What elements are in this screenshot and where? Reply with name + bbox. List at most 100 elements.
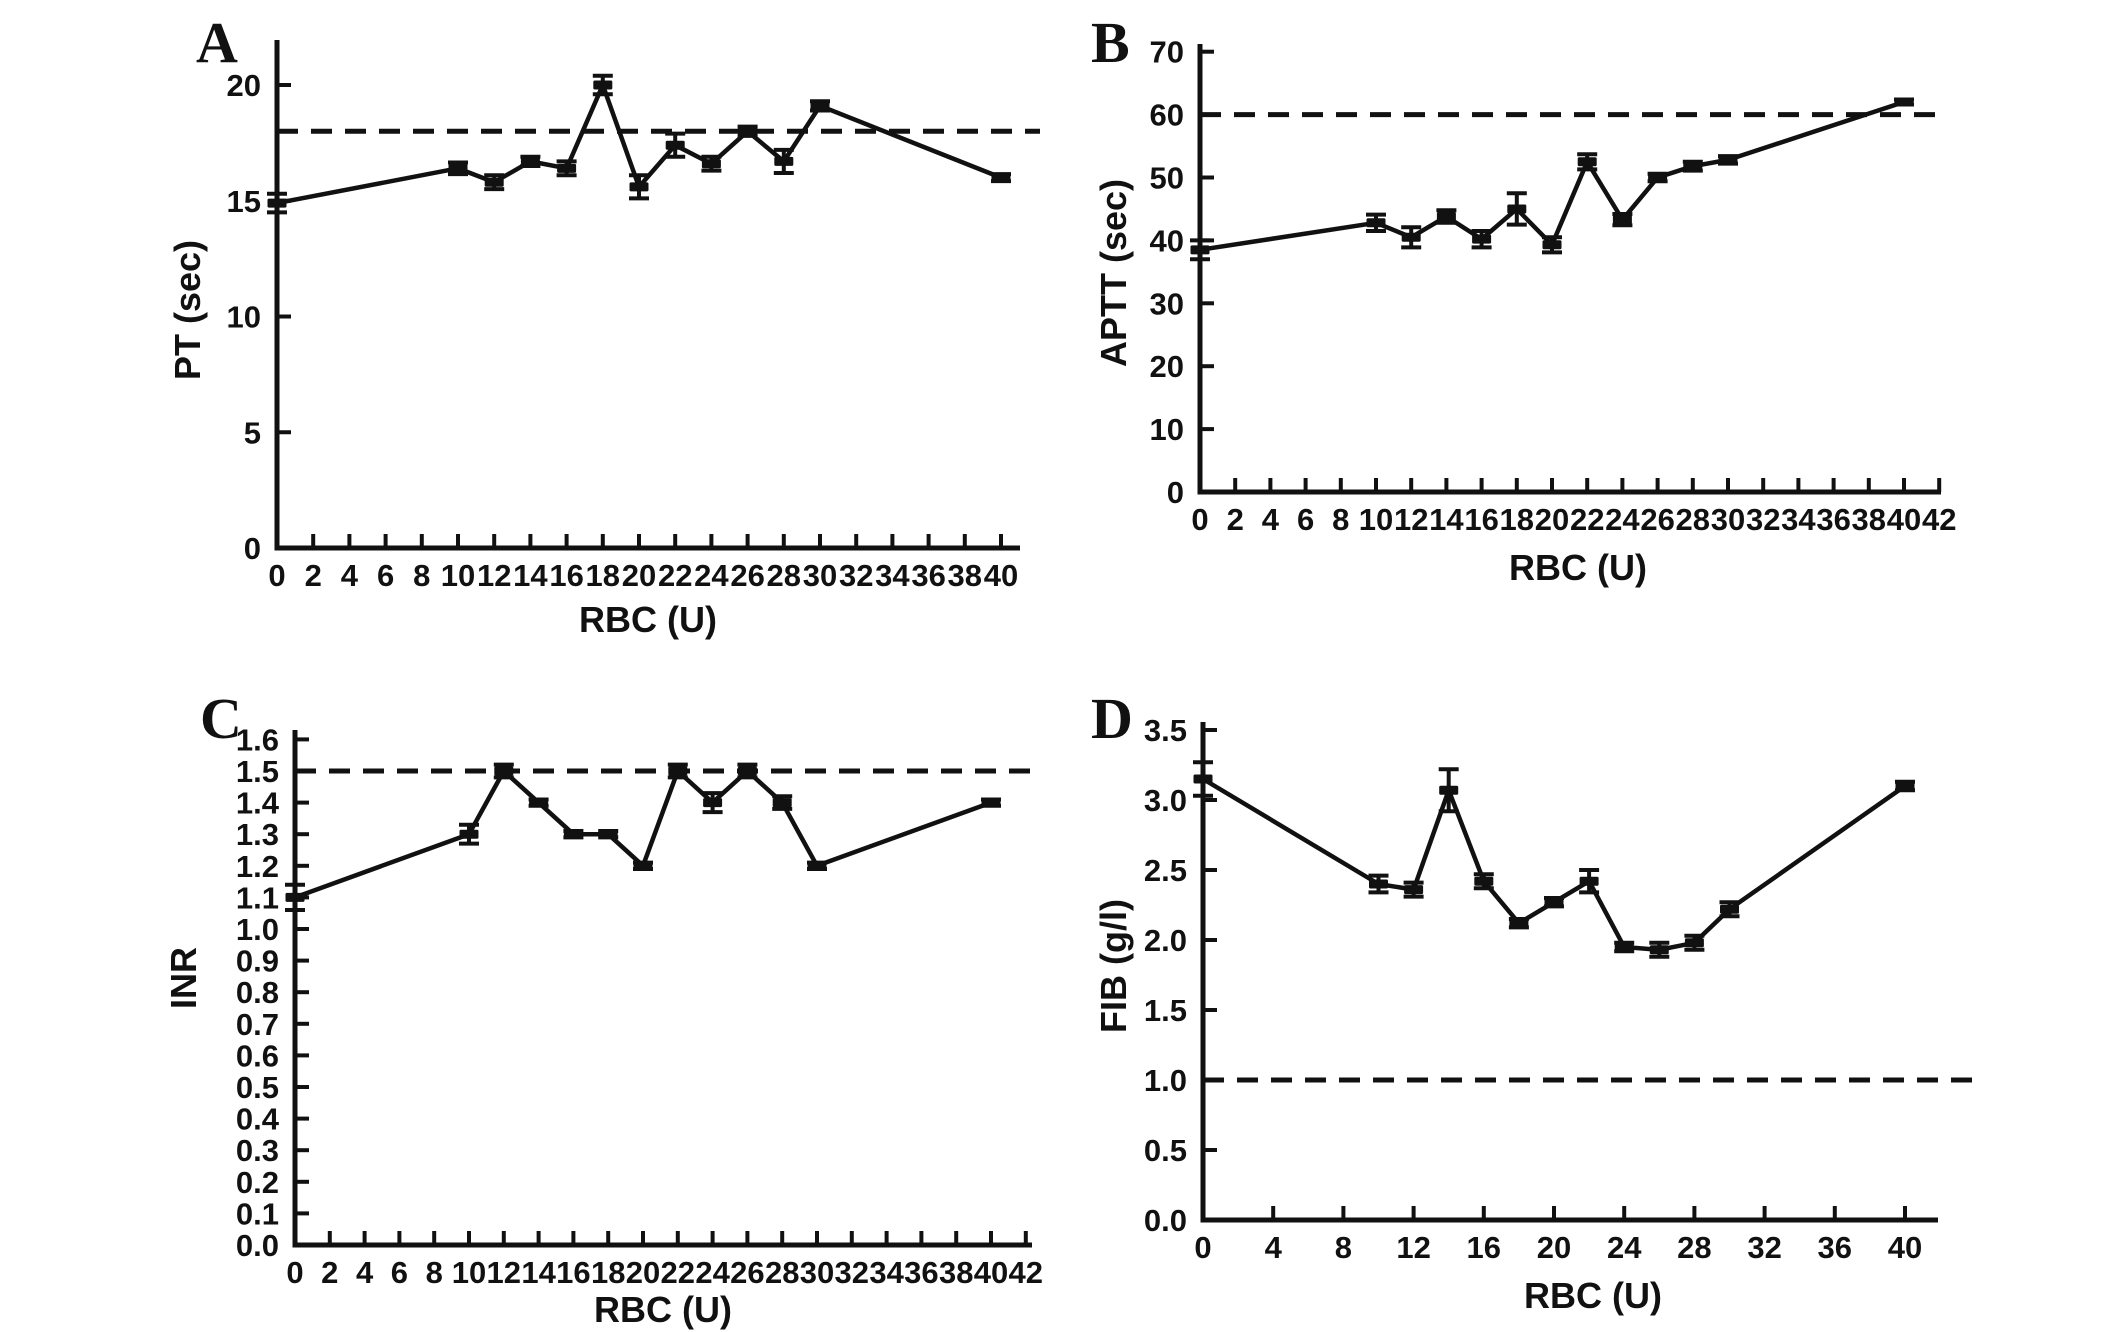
data-point-marker xyxy=(598,829,618,839)
x-tick-label: 8 xyxy=(413,558,430,593)
data-point-marker xyxy=(1542,240,1562,250)
y-tick-label: 60 xyxy=(1150,98,1184,133)
y-tick-label: 0.0 xyxy=(236,1228,279,1263)
data-point-marker xyxy=(665,140,685,150)
data-point-marker xyxy=(285,892,305,902)
y-tick-label: 0.8 xyxy=(236,975,279,1010)
data-point-marker xyxy=(1612,215,1632,225)
panel-A: 0 2 4 6 8 10 12 14 16 18 20 22 24 26 28 30 32 34 36 38 40 0 5 1… xyxy=(0,0,1063,666)
data-point-marker xyxy=(1718,155,1738,165)
x-tick-label: 10 xyxy=(452,1255,486,1290)
x-tick-label: 16 xyxy=(549,558,583,593)
data-point-marker xyxy=(1369,879,1388,889)
x-tick-label: 42 xyxy=(1009,1255,1043,1290)
x-tick-label: 22 xyxy=(661,1255,695,1290)
x-tick-label: 28 xyxy=(1676,502,1710,537)
panel-label-A: A xyxy=(196,10,238,75)
y-tick-label: 0.6 xyxy=(236,1038,279,1073)
panel-label-B: B xyxy=(1091,10,1130,75)
x-tick-label: 0 xyxy=(1194,1230,1211,1265)
x-tick-label: 8 xyxy=(1335,1230,1352,1265)
y-tick-label: 0.5 xyxy=(1144,1133,1187,1168)
y-tick-label: 50 xyxy=(1150,161,1184,196)
data-point-marker xyxy=(1894,97,1914,107)
x-tick-label: 26 xyxy=(730,558,764,593)
y-tick-label: 0.0 xyxy=(1144,1203,1187,1238)
y-tick-label: 1.5 xyxy=(236,754,279,789)
x-tick-label: 36 xyxy=(1818,1230,1852,1265)
x-tick-label: 8 xyxy=(426,1255,443,1290)
panel-D: 0 4 8 12 16 20 24 28 32 36 40 0.0 0.5 1.0 1.5 2.0 2.5 3.0… xyxy=(1063,666,2126,1332)
x-tick-label: 8 xyxy=(1332,502,1349,537)
x-tick-label: 24 xyxy=(1607,1230,1642,1265)
y-tick-label: 0.9 xyxy=(236,944,279,979)
panel-C: 0 2 4 6 8 10 12 14 16 18 20 22 24 26 28 30 32 34 36 38 40 42 0… xyxy=(0,666,1063,1332)
data-point-marker xyxy=(1439,785,1459,795)
y-tick-label: 5 xyxy=(244,415,261,450)
x-tick-label: 18 xyxy=(591,1255,625,1290)
data-point-marker xyxy=(1614,942,1634,952)
data-point-marker xyxy=(1648,173,1668,182)
data-point-marker xyxy=(1577,157,1597,167)
x-tick-label: 10 xyxy=(1359,502,1393,537)
x-tick-label: 2 xyxy=(305,558,322,593)
x-tick-label: 4 xyxy=(356,1255,374,1290)
data-point-marker xyxy=(738,126,758,136)
data-point-marker xyxy=(701,159,721,169)
y-tick-label: 1.1 xyxy=(236,880,279,915)
y-tick-label: 10 xyxy=(1150,412,1184,447)
chart-B-svg: 0 2 4 6 8 10 12 14 16 18 20 22 24 26 28 30 32 34 36 38 40 420… xyxy=(1091,10,1956,588)
y-tick-label: 0.2 xyxy=(236,1165,279,1200)
x-tick-label: 32 xyxy=(1747,1230,1781,1265)
y-tick-label: 3.0 xyxy=(1144,783,1187,818)
y-tick-label: 0.1 xyxy=(236,1196,279,1231)
x-tick-label: 32 xyxy=(1746,502,1780,537)
x-tick-label: 2 xyxy=(321,1255,338,1290)
y-tick-label: 0.3 xyxy=(236,1133,279,1168)
x-tick-label: 38 xyxy=(948,558,982,593)
x-tick-label: 30 xyxy=(800,1255,834,1290)
data-point-marker xyxy=(1895,781,1915,791)
x-tick-label: 16 xyxy=(1464,502,1498,537)
y-tick-label: 0.5 xyxy=(236,1070,279,1105)
x-axis-title: RBC (U) xyxy=(1509,547,1647,588)
data-point-marker xyxy=(1544,897,1564,907)
x-tick-label: 34 xyxy=(869,1255,904,1290)
data-point-marker xyxy=(1472,234,1492,244)
panel-label-D: D xyxy=(1091,686,1133,751)
x-tick-label: 22 xyxy=(1570,502,1604,537)
x-tick-label: 0 xyxy=(268,558,285,593)
x-tick-label: 10 xyxy=(441,558,475,593)
y-tick-label: 2.0 xyxy=(1144,923,1187,958)
data-point-marker xyxy=(1509,918,1529,928)
y-tick-label: 20 xyxy=(1150,349,1184,384)
y-axis-title: APTT (sec) xyxy=(1093,179,1134,367)
y-tick-label: 30 xyxy=(1150,286,1184,321)
data-point-marker xyxy=(981,798,1001,808)
data-point-marker xyxy=(1436,211,1456,221)
chart-D-svg: 0 4 8 12 16 20 24 28 32 36 40 0.0 0.5 1.0 1.5 2.0 2.5 3.0… xyxy=(1091,686,1981,1316)
x-tick-label: 22 xyxy=(658,558,692,593)
x-tick-label: 24 xyxy=(1605,502,1640,537)
y-axis-title: INR xyxy=(163,947,204,1009)
data-point-marker xyxy=(1720,904,1739,914)
data-point-marker xyxy=(1366,218,1386,228)
x-tick-label: 24 xyxy=(695,1255,730,1290)
y-tick-label: 0 xyxy=(244,531,261,566)
x-tick-label: 30 xyxy=(803,558,837,593)
data-point-marker xyxy=(1474,876,1494,886)
data-point-marker xyxy=(520,156,540,166)
x-tick-label: 14 xyxy=(1429,502,1464,537)
x-tick-label: 6 xyxy=(377,558,394,593)
x-tick-label: 4 xyxy=(341,558,359,593)
x-tick-label: 34 xyxy=(1781,502,1816,537)
x-tick-label: 6 xyxy=(391,1255,408,1290)
data-point-marker xyxy=(807,861,827,871)
data-point-marker xyxy=(1649,945,1669,955)
data-point-marker xyxy=(703,798,723,808)
data-point-marker xyxy=(459,829,479,839)
data-point-marker xyxy=(1684,938,1704,948)
data-point-marker xyxy=(810,101,830,111)
y-tick-label: 20 xyxy=(227,68,261,103)
